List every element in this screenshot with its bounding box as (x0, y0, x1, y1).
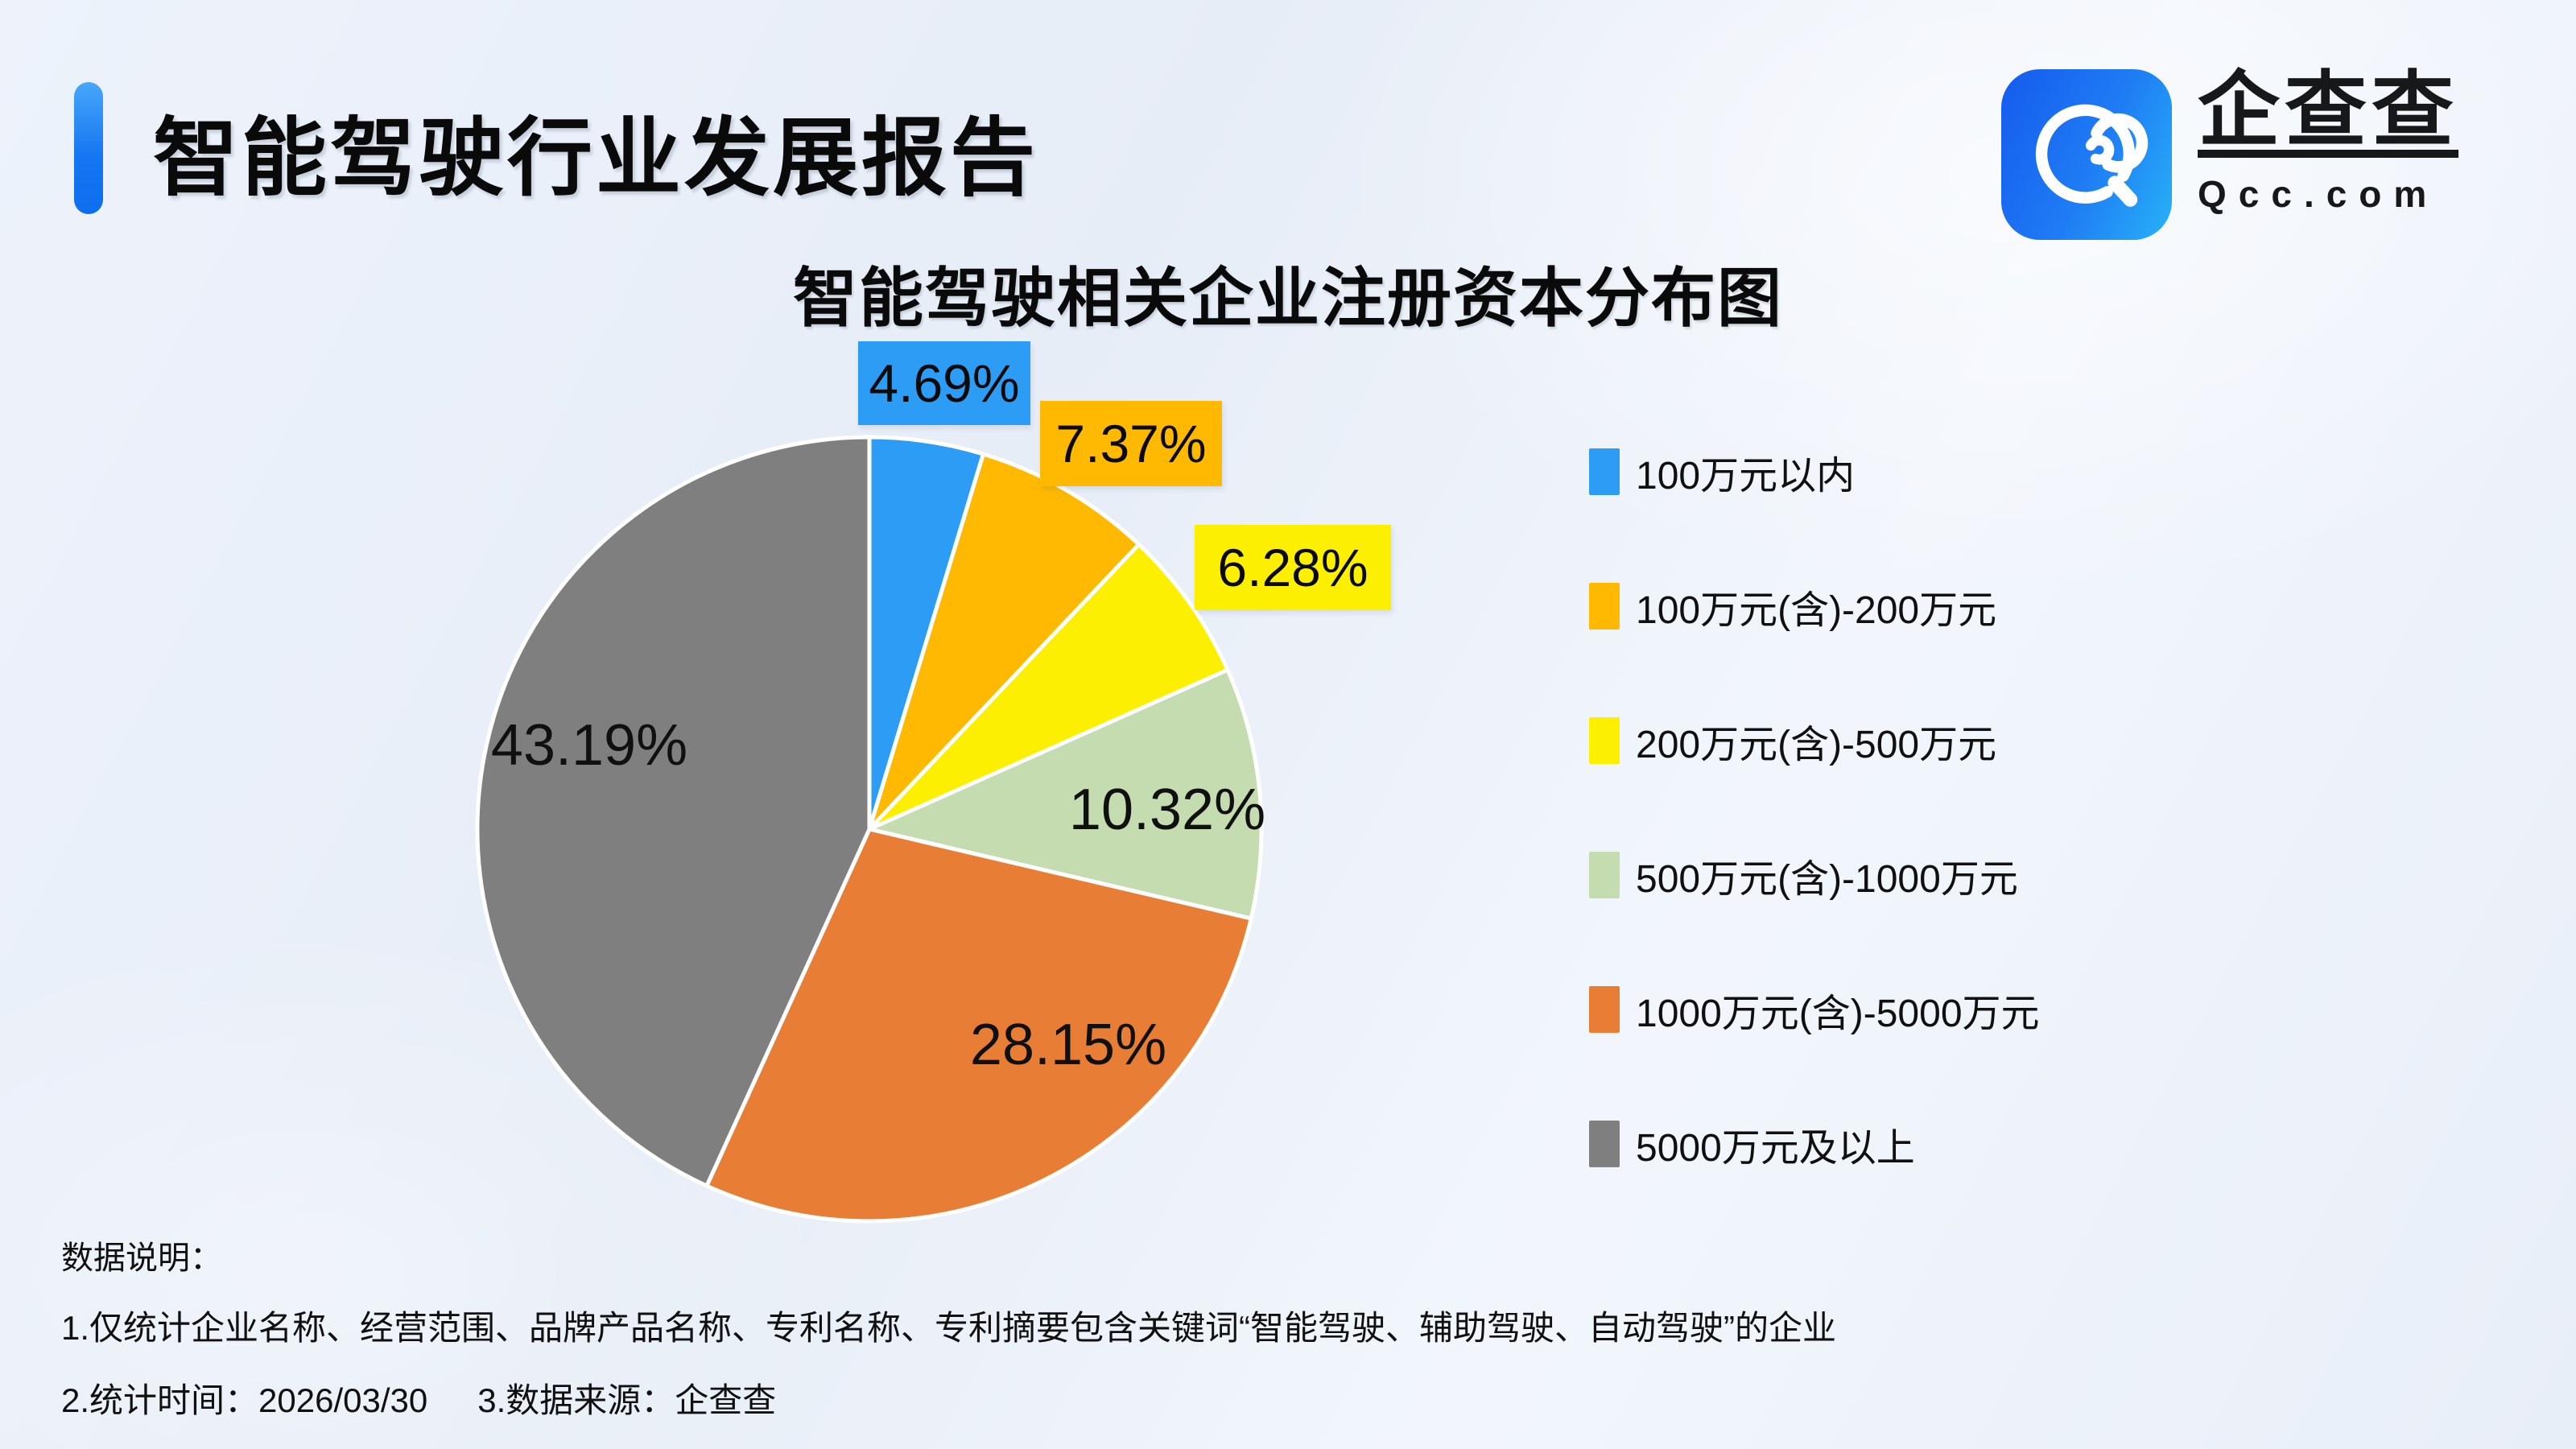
data-note-source: 3.数据来源：企查查 (477, 1381, 777, 1419)
legend-swatch-icon (1589, 852, 1620, 898)
data-note-2: 2.统计时间：2026/03/30 3.数据来源：企查查 (61, 1373, 776, 1422)
pie-slice (867, 452, 1141, 832)
pie-label-over-5000: 43.19% (490, 713, 688, 778)
pie-chart-area (473, 433, 1265, 1225)
legend-label: 500万元(含)-1000万元 (1636, 858, 2018, 901)
pie-chart (475, 435, 1264, 1224)
legend-item-over-5000: 5000万元及以上 (1589, 1121, 2515, 1170)
data-note-1: 1.仅统计企业名称、经营范围、品牌产品名称、专利名称、专利摘要包含关键词“智能驾… (61, 1309, 1837, 1347)
legend-swatch-icon (1589, 717, 1620, 764)
chart-title: 智能驾驶相关企业注册资本分布图 (793, 262, 1783, 334)
pie-label-1000-5000: 28.15% (969, 1013, 1167, 1077)
legend-label: 200万元(含)-500万元 (1636, 724, 1997, 766)
legend-label: 1000万元(含)-5000万元 (1636, 993, 2040, 1035)
legend-swatch-icon (1589, 986, 1620, 1033)
legend-swatch-icon (1589, 583, 1620, 630)
legend-swatch-icon (1589, 448, 1620, 495)
pie-label-500-1000: 10.32% (1068, 778, 1266, 842)
legend-item-500-1000: 500万元(含)-1000万元 (1589, 852, 2515, 901)
legend-item-200-500: 200万元(含)-500万元 (1589, 717, 2515, 766)
brand-name: 企查查 (2198, 64, 2458, 156)
pie-slice (475, 435, 872, 1188)
brand-wordmark: 企查查 Qcc.com (2198, 69, 2458, 216)
page-title: 智能驾驶行业发展报告 (153, 111, 1038, 206)
legend: 100万元以内 100万元(含)-200万元 200万元(含)-500万元 50… (1589, 448, 2515, 1255)
pie-slice (704, 827, 1253, 1224)
legend-swatch-icon (1589, 1121, 1620, 1167)
legend-item-under-100: 100万元以内 (1589, 448, 2515, 497)
brand-logo: 企查查 Qcc.com (2001, 69, 2516, 254)
legend-label: 5000万元及以上 (1636, 1127, 1915, 1170)
pie-slice (867, 667, 1264, 921)
data-note-time: 2.统计时间：2026/03/30 (61, 1381, 428, 1419)
legend-label: 100万元(含)-200万元 (1636, 589, 1997, 632)
legend-item-1000-5000: 1000万元(含)-5000万元 (1589, 986, 2515, 1035)
qcc-logo-icon (2001, 69, 2172, 240)
pie-slice (867, 542, 1230, 832)
title-accent-bar (74, 82, 103, 214)
brand-domain: Qcc.com (2198, 173, 2439, 215)
pie-label-200-500: 6.28% (1195, 525, 1391, 610)
legend-item-100-200: 100万元(含)-200万元 (1589, 583, 2515, 632)
legend-label: 100万元以内 (1636, 455, 1856, 497)
pie-label-100-200: 7.37% (1040, 401, 1222, 486)
pie-label-under-100: 4.69% (858, 341, 1030, 425)
data-notes-heading: 数据说明： (61, 1241, 222, 1276)
